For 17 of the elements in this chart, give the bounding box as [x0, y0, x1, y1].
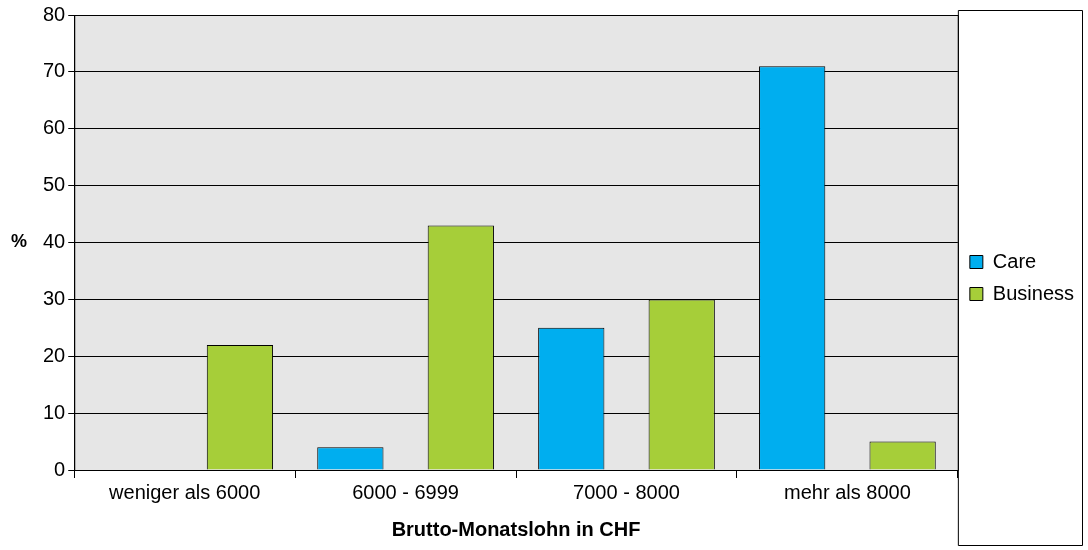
y-tick-label: 30: [43, 286, 66, 309]
y-tick-label: 60: [43, 116, 66, 139]
y-tick-label: 20: [43, 343, 66, 366]
y-tick-label: 40: [43, 230, 66, 253]
x-tick-label: mehr als 8000: [784, 480, 911, 503]
y-tick-label: 80: [43, 2, 66, 25]
x-tick-label: weniger als 6000: [108, 480, 261, 503]
y-tick-label: 50: [43, 173, 66, 196]
legend-label: Care: [992, 249, 1037, 272]
y-tick-label: 70: [43, 59, 66, 82]
legend-label: Business: [992, 281, 1074, 304]
x-tick-label: 7000 - 8000: [573, 480, 680, 503]
x-tick-label: 6000 - 6999: [352, 480, 459, 503]
x-axis-title: Brutto-Monatslohn in CHF: [391, 517, 641, 540]
y-tick-label: 10: [43, 400, 66, 423]
y-axis-title: %: [10, 231, 28, 252]
y-tick-label: 0: [54, 457, 66, 480]
